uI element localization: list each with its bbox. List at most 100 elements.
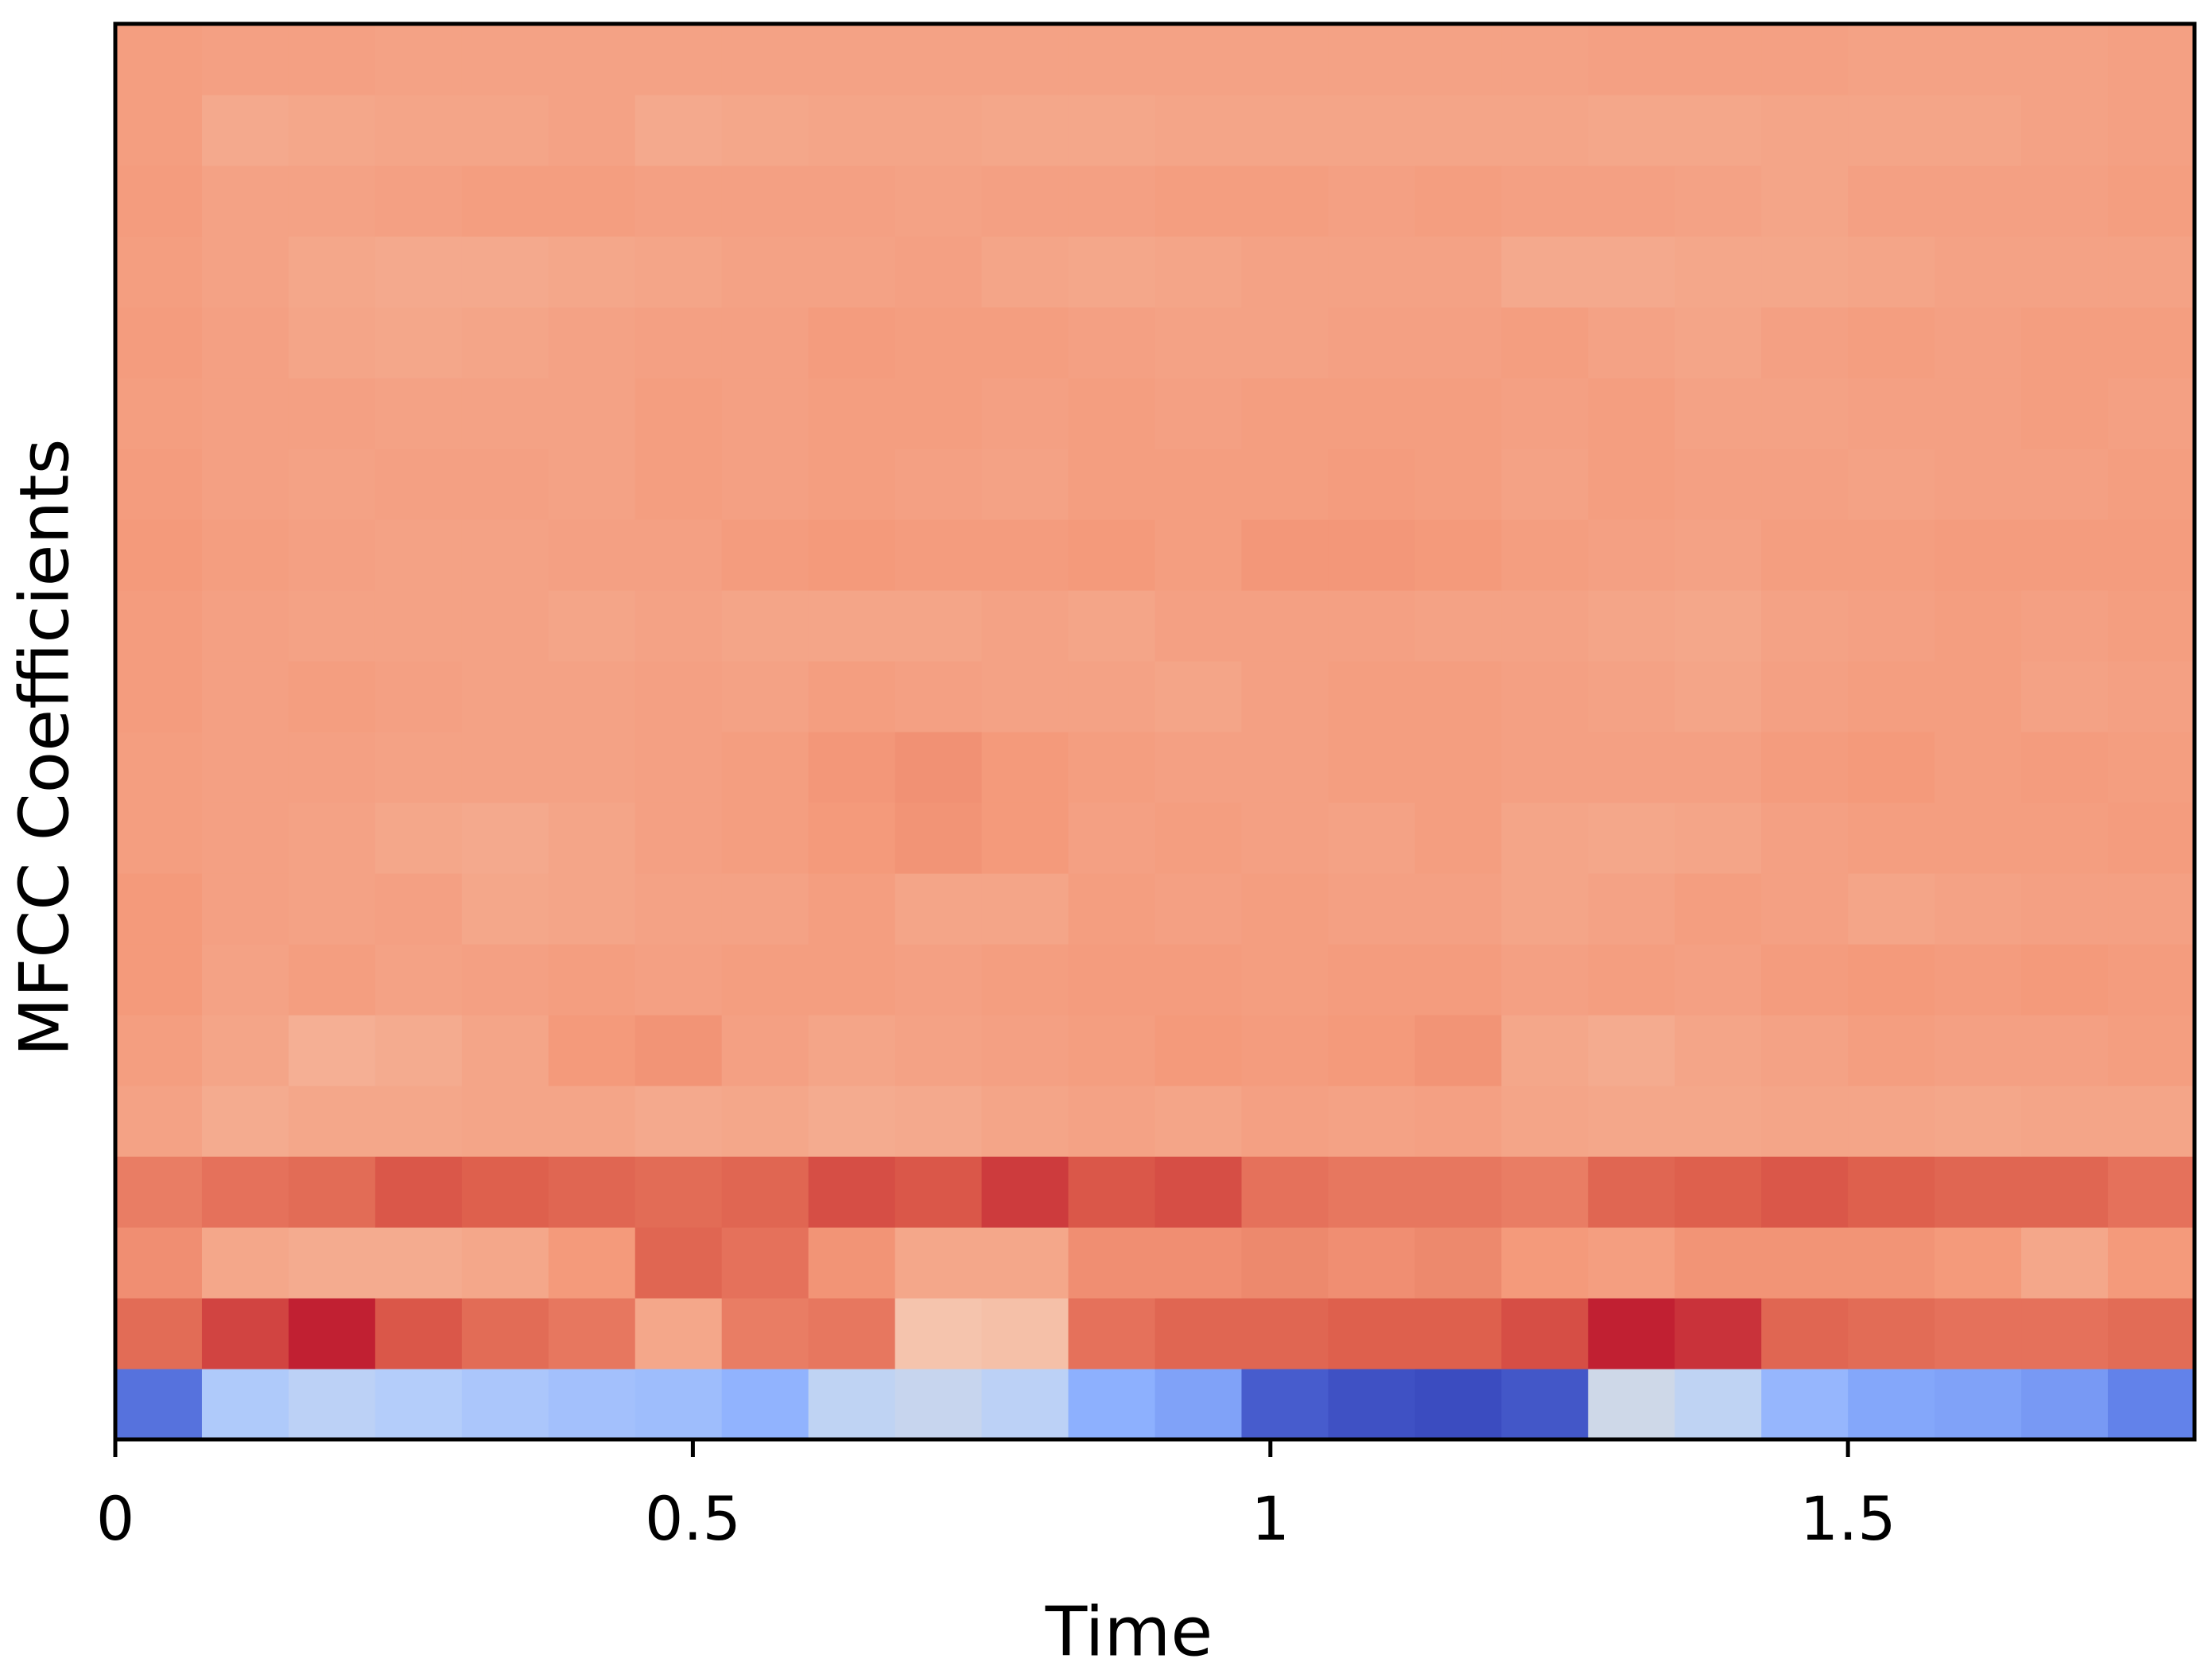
heatmap-cell [1675, 519, 1762, 591]
heatmap-cell [1415, 732, 1502, 803]
heatmap-cell [2108, 661, 2195, 732]
heatmap-cell [721, 24, 809, 95]
heatmap-cell [808, 1015, 896, 1086]
heatmap-cell [374, 873, 463, 945]
heatmap-cell [548, 1369, 636, 1440]
heatmap-cell [1761, 1369, 1849, 1440]
heatmap-cell [1761, 1298, 1849, 1369]
heatmap-cell [808, 24, 896, 95]
heatmap-cell [1415, 307, 1502, 379]
heatmap-cell [288, 1227, 376, 1299]
heatmap-cell [1935, 1156, 2022, 1228]
heatmap-cell [808, 1369, 896, 1440]
heatmap-cell [548, 165, 636, 237]
heatmap-cell [1848, 165, 1935, 237]
heatmap-cell [1675, 590, 1762, 662]
heatmap-cell [1935, 590, 2022, 662]
heatmap-cell [548, 1086, 636, 1157]
heatmap-cell [201, 1227, 289, 1299]
heatmap-cell [634, 165, 723, 237]
heatmap-cell [1068, 307, 1156, 379]
heatmap-cell [1675, 95, 1762, 166]
heatmap-cell [1675, 165, 1762, 237]
heatmap-cell [1328, 378, 1415, 449]
heatmap-cell [201, 732, 289, 803]
heatmap-cell [1848, 307, 1935, 379]
heatmap-cell [634, 1086, 723, 1157]
heatmap-cell [1501, 802, 1589, 874]
heatmap-cell [1328, 1156, 1415, 1228]
heatmap-cell [1328, 661, 1415, 732]
heatmap-cell [374, 519, 463, 591]
heatmap-cell [288, 944, 376, 1016]
heatmap-cell [1068, 944, 1156, 1016]
heatmap-cell [1328, 236, 1415, 308]
heatmap-cell [1241, 732, 1329, 803]
heatmap-cell [1241, 802, 1329, 874]
heatmap-cell [115, 378, 203, 449]
heatmap-cell [1675, 378, 1762, 449]
heatmap-cell [1068, 519, 1156, 591]
heatmap-cell [115, 519, 203, 591]
heatmap-cell [1675, 1369, 1762, 1440]
heatmap-cell [1935, 1015, 2022, 1086]
heatmap-cell [1155, 732, 1243, 803]
heatmap-cell [1588, 1298, 1675, 1369]
heatmap-cell [461, 590, 549, 662]
heatmap-cell [634, 307, 723, 379]
heatmap-cell [201, 519, 289, 591]
heatmap-cell [2108, 449, 2195, 520]
heatmap-cell [1068, 1369, 1156, 1440]
heatmap-cell [1761, 732, 1849, 803]
heatmap-cell [1241, 1298, 1329, 1369]
x-tick-label: 0 [96, 1483, 134, 1554]
heatmap-cell [634, 661, 723, 732]
heatmap-cell [981, 1369, 1069, 1440]
heatmap-cell [288, 732, 376, 803]
heatmap-cell [2021, 873, 2109, 945]
heatmap-cell [1675, 236, 1762, 308]
heatmap-cell [1935, 165, 2022, 237]
heatmap-cell [1155, 1227, 1243, 1299]
heatmap-cell [115, 661, 203, 732]
heatmap-cell [895, 519, 983, 591]
heatmap-cell [115, 1086, 203, 1157]
heatmap-cell [2108, 165, 2195, 237]
heatmap-cell [1761, 519, 1849, 591]
heatmap-cell [115, 449, 203, 520]
heatmap-cell [634, 24, 723, 95]
heatmap-cell [808, 95, 896, 166]
heatmap-cell [374, 24, 463, 95]
heatmap-cell [1501, 1298, 1589, 1369]
heatmap-cell [2108, 378, 2195, 449]
heatmap-cell [1415, 449, 1502, 520]
heatmap-cell [1588, 1227, 1675, 1299]
heatmap-cell [1241, 661, 1329, 732]
heatmap-cell [374, 95, 463, 166]
heatmap-cell [2021, 24, 2109, 95]
heatmap-cell [2108, 24, 2195, 95]
heatmap-cell [374, 944, 463, 1016]
heatmap-cell [634, 873, 723, 945]
heatmap-cell [721, 519, 809, 591]
heatmap-cell [288, 95, 376, 166]
heatmap-cell [1501, 1227, 1589, 1299]
heatmap-cell [201, 236, 289, 308]
heatmap-cell [2021, 165, 2109, 237]
heatmap-cell [1935, 307, 2022, 379]
heatmap-cell [634, 1227, 723, 1299]
heatmap-cell [895, 590, 983, 662]
heatmap-cell [1068, 24, 1156, 95]
heatmap-cell [548, 519, 636, 591]
heatmap-cell [1848, 236, 1935, 308]
heatmap-cell [1848, 802, 1935, 874]
heatmap-cell [1935, 944, 2022, 1016]
heatmap-cell [1588, 24, 1675, 95]
heatmap-cell [1848, 378, 1935, 449]
heatmap-cell [374, 236, 463, 308]
heatmap-cell [895, 307, 983, 379]
heatmap-cell [1848, 1298, 1935, 1369]
heatmap-cell [201, 1015, 289, 1086]
heatmap-cell [1501, 873, 1589, 945]
heatmap-cell [895, 802, 983, 874]
